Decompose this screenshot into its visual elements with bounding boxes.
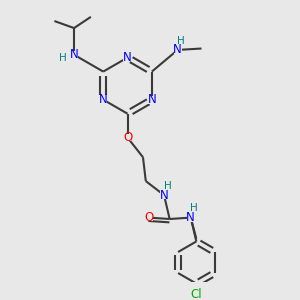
Bar <box>123 54 132 61</box>
Text: O: O <box>123 131 132 144</box>
Text: O: O <box>144 211 153 224</box>
Bar <box>148 96 156 104</box>
Text: Cl: Cl <box>190 288 202 300</box>
Bar <box>70 51 78 59</box>
Text: H: H <box>190 203 197 213</box>
Bar <box>174 46 182 54</box>
Text: H: H <box>177 36 184 46</box>
Text: N: N <box>186 211 195 224</box>
Bar <box>145 214 152 221</box>
Bar <box>191 290 202 298</box>
Text: N: N <box>160 189 168 202</box>
Text: N: N <box>123 51 132 64</box>
Text: N: N <box>99 93 108 106</box>
Text: H: H <box>164 181 171 191</box>
Text: N: N <box>70 48 78 61</box>
Bar <box>124 134 131 141</box>
Bar <box>187 214 195 221</box>
Text: H: H <box>59 53 67 63</box>
Text: N: N <box>173 44 182 56</box>
Bar <box>160 191 168 199</box>
Text: N: N <box>148 93 156 106</box>
Bar <box>99 96 107 104</box>
